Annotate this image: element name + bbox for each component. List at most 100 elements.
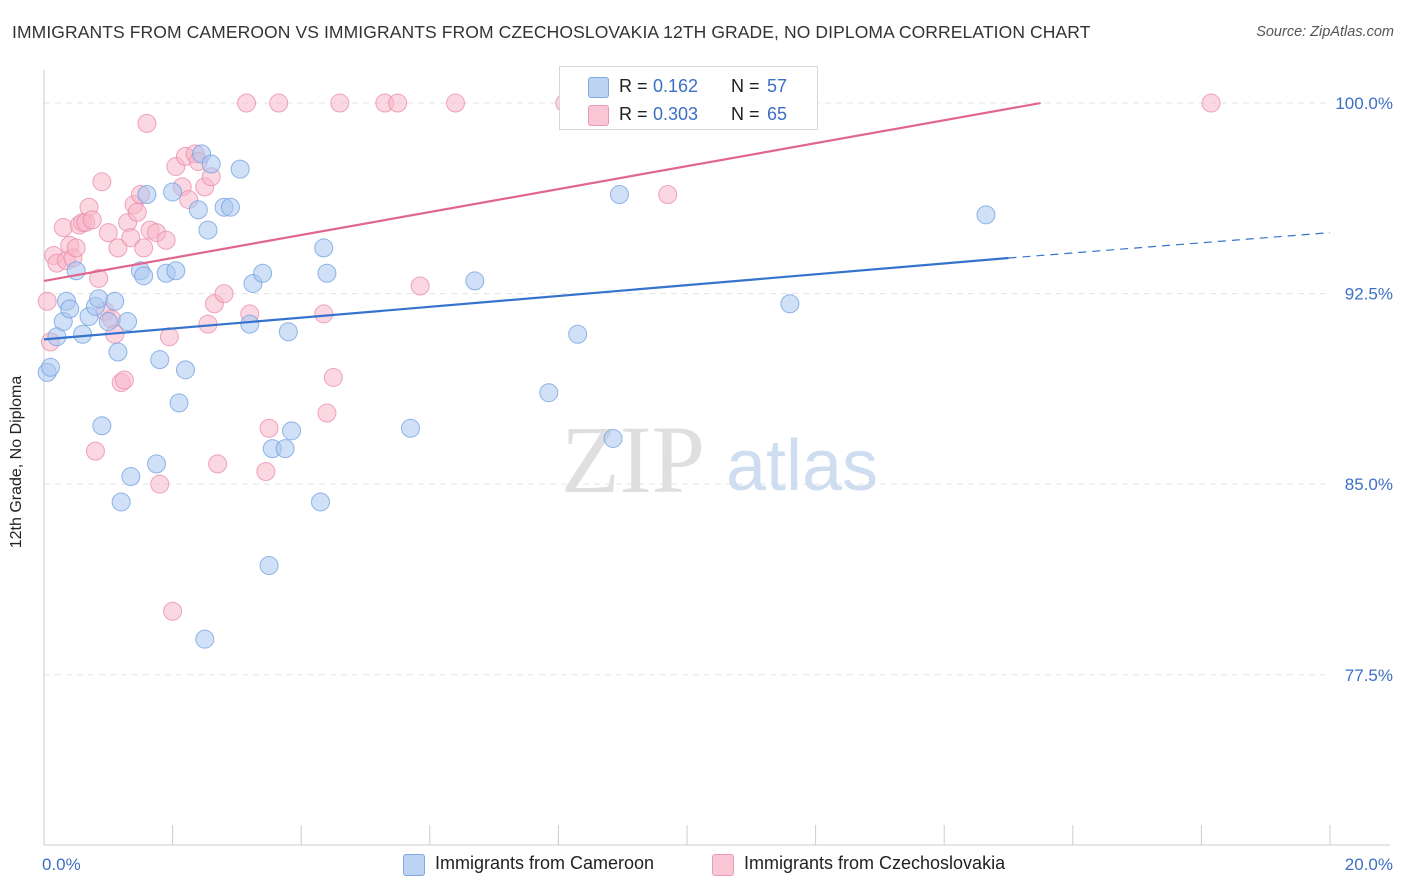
- cameroon-point: [976, 205, 996, 225]
- cameroon-point: [314, 238, 334, 258]
- series-legend: Immigrants from Cameroon Immigrants from…: [0, 850, 1406, 880]
- source-credit: Source: ZipAtlas.com: [1256, 24, 1394, 40]
- cameroon-point: [310, 492, 330, 512]
- cameroon-point: [137, 185, 157, 205]
- czechoslovakia-point: [410, 276, 430, 296]
- cameroon-point: [201, 154, 221, 174]
- legend-swatch-cameroon: [588, 77, 609, 98]
- czechoslovakia-point: [159, 327, 179, 347]
- czechoslovakia-point: [121, 228, 141, 248]
- cameroon-point: [230, 159, 250, 179]
- cameroon-point: [175, 360, 195, 380]
- legend-label-cameroon: Immigrants from Cameroon: [435, 853, 655, 873]
- cameroon-point: [278, 322, 298, 342]
- cameroon-point: [603, 428, 623, 448]
- czechoslovakia-point: [446, 93, 466, 113]
- czechoslovakia-point: [108, 238, 128, 258]
- czechoslovakia-point: [208, 454, 228, 474]
- cameroon-point: [60, 299, 80, 319]
- czechoslovakia-point: [66, 238, 86, 258]
- cameroon-point: [89, 289, 109, 309]
- cameroon-point: [282, 421, 302, 441]
- czechoslovakia-point: [330, 93, 350, 113]
- cameroon-point: [40, 357, 60, 377]
- cameroon-point: [195, 629, 215, 649]
- r-label: R =: [619, 76, 648, 96]
- cameroon-point: [163, 182, 183, 202]
- x-tick-labels: 0.0% 20.0%: [42, 855, 1393, 874]
- legend-label-czechoslovakia: Immigrants from Czechoslovakia: [744, 853, 1006, 873]
- y-tick-label: 85.0%: [1345, 475, 1393, 494]
- cameroon-point: [275, 439, 295, 459]
- axes-layer: [43, 70, 1390, 846]
- x-tick-label: 0.0%: [42, 855, 81, 874]
- cameroon-point: [118, 312, 138, 332]
- cameroon-point: [166, 261, 186, 281]
- czechoslovakia-point: [1201, 93, 1221, 113]
- trend-lines: [43, 101, 1331, 341]
- cameroon-point: [539, 383, 559, 403]
- czechoslovakia-point: [114, 370, 134, 390]
- cameroon-point: [150, 350, 170, 370]
- cameroon-trend-extension: [1008, 232, 1331, 259]
- czechoslovakia-point: [388, 93, 408, 113]
- r-value-cameroon: 0.162: [653, 76, 699, 96]
- stats-row-czechoslovakia: R = 0.303 N = 65: [560, 101, 817, 129]
- czechoslovakia-point: [259, 418, 279, 438]
- cameroon-point: [111, 492, 131, 512]
- czechoslovakia-point: [314, 304, 334, 324]
- czechoslovakia-point: [127, 202, 147, 222]
- watermark-atlas: atlas: [726, 426, 878, 506]
- n-label: N =: [731, 104, 760, 124]
- y-tick-labels: 100.0% 92.5% 85.0% 77.5%: [1335, 94, 1393, 685]
- cameroon-point: [401, 418, 421, 438]
- czechoslovakia-point: [317, 403, 337, 423]
- czechoslovakia-point: [98, 223, 118, 243]
- watermark-zip: ZIP: [561, 406, 705, 513]
- czechoslovakia-point: [269, 93, 289, 113]
- chart-title: IMMIGRANTS FROM CAMEROON VS IMMIGRANTS F…: [12, 22, 1091, 42]
- stats-row-cameroon: R = 0.162 N = 57: [560, 73, 817, 101]
- czechoslovakia-point: [53, 218, 73, 238]
- legend-swatch-cameroon: [403, 854, 425, 876]
- czechoslovakia-point: [214, 284, 234, 304]
- cameroon-point: [465, 271, 485, 291]
- n-value-czechoslovakia: 65: [767, 104, 788, 124]
- cameroon-point: [259, 555, 279, 575]
- y-tick-label: 77.5%: [1345, 666, 1393, 685]
- n-label: N =: [731, 76, 760, 96]
- watermark: ZIP atlas: [561, 406, 878, 513]
- cameroon-point: [240, 314, 260, 334]
- cameroon-point: [92, 416, 112, 436]
- czechoslovakia-point: [237, 93, 257, 113]
- grid-layer: [44, 102, 1330, 676]
- czechoslovakia-point: [150, 474, 170, 494]
- cameroon-point: [169, 393, 189, 413]
- czechoslovakia-trend-line: [43, 101, 1041, 282]
- y-tick-label: 100.0%: [1335, 94, 1393, 113]
- cameroon-point: [253, 263, 273, 283]
- legend-swatch-czechoslovakia: [712, 854, 734, 876]
- cameroon-point: [105, 291, 125, 311]
- legend-swatch-czechoslovakia: [588, 105, 609, 126]
- czechoslovakia-point: [37, 291, 57, 311]
- cameroon-point: [147, 454, 167, 474]
- czechoslovakia-point: [82, 210, 102, 230]
- czechoslovakia-point: [256, 461, 276, 481]
- cameroon-trend-line: [43, 256, 1009, 341]
- cameroon-point: [568, 324, 588, 344]
- cameroon-point: [198, 220, 218, 240]
- cameroon-point: [108, 342, 128, 362]
- czechoslovakia-point: [658, 185, 678, 205]
- czechoslovakia-point: [92, 172, 112, 192]
- cameroon-point: [188, 200, 208, 220]
- cameroon-point: [121, 467, 141, 487]
- n-value-cameroon: 57: [767, 76, 788, 96]
- cameroon-point: [609, 185, 629, 205]
- czechoslovakia-point: [163, 601, 183, 621]
- r-value-czechoslovakia: 0.303: [653, 104, 699, 124]
- cameroon-point: [317, 263, 337, 283]
- cameroon-point: [780, 294, 800, 314]
- czechoslovakia-point: [323, 367, 343, 387]
